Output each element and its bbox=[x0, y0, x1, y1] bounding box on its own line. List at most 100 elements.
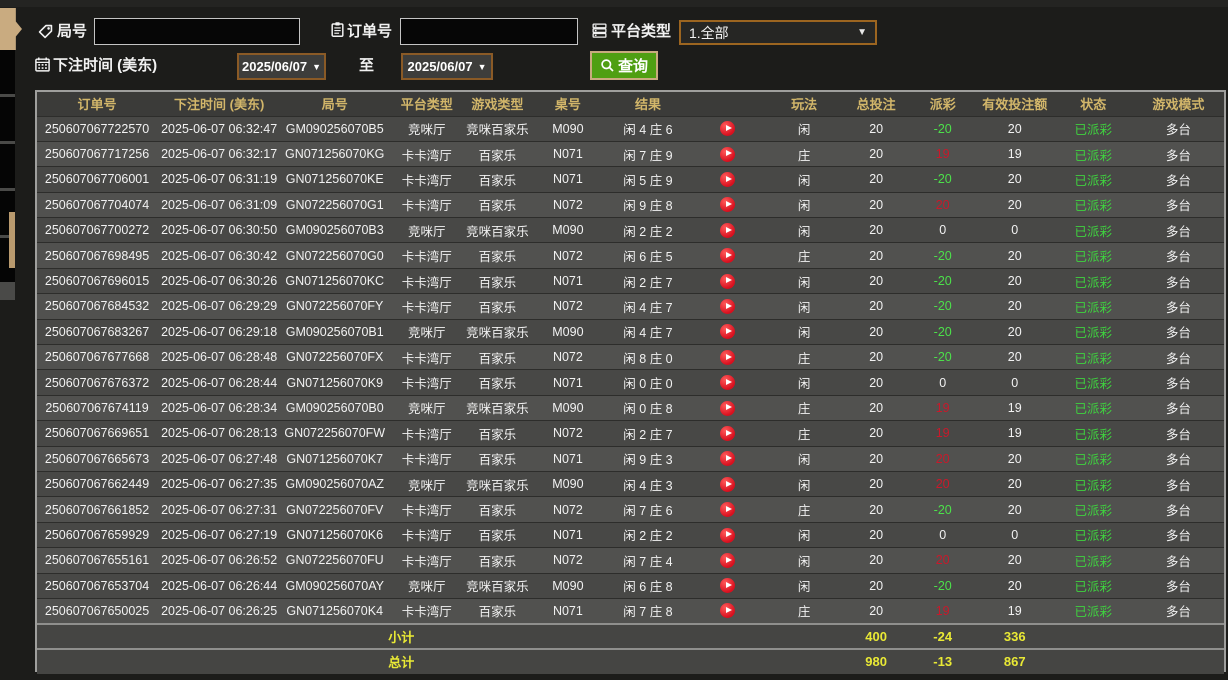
cell-game-no: GN072256070FV bbox=[281, 496, 389, 523]
cell-play: 闲 bbox=[765, 293, 843, 320]
play-icon[interactable] bbox=[720, 324, 736, 340]
cell-total-bet: 20 bbox=[842, 470, 910, 497]
platform-type-select[interactable]: 1.全部 ▼ bbox=[679, 20, 877, 45]
cell-order-no: 250607067696015 bbox=[37, 267, 158, 294]
cell-game-type: 百家乐 bbox=[465, 140, 530, 167]
date-to-picker[interactable]: 2025/06/07 ▼ bbox=[401, 53, 493, 80]
play-icon[interactable] bbox=[720, 527, 736, 543]
replay-cell[interactable] bbox=[689, 191, 766, 218]
cell-order-no: 250607067655161 bbox=[37, 547, 158, 574]
replay-cell[interactable] bbox=[689, 242, 766, 269]
cell-valid-bet: 20 bbox=[975, 445, 1054, 472]
replay-cell[interactable] bbox=[689, 318, 766, 345]
cell-order-no: 250607067650025 bbox=[37, 597, 158, 624]
cell-platform: 卡卡湾厅 bbox=[388, 293, 466, 320]
play-icon[interactable] bbox=[720, 603, 736, 619]
cell-result: 闲 4 庄 7 bbox=[606, 293, 690, 320]
replay-cell[interactable] bbox=[689, 293, 766, 320]
replay-cell[interactable] bbox=[689, 445, 766, 472]
play-icon[interactable] bbox=[720, 248, 736, 264]
cell-status: 已派彩 bbox=[1053, 470, 1133, 497]
order-no-input[interactable] bbox=[400, 18, 578, 45]
cell-payout: 20 bbox=[909, 445, 976, 472]
play-icon[interactable] bbox=[720, 476, 736, 492]
play-icon[interactable] bbox=[720, 146, 736, 162]
subtotal-label: 小计 bbox=[37, 622, 766, 649]
cell-table-no: N071 bbox=[529, 521, 607, 548]
replay-cell[interactable] bbox=[689, 166, 766, 193]
cell-result: 闲 7 庄 9 bbox=[606, 140, 690, 167]
play-icon[interactable] bbox=[720, 425, 736, 441]
play-icon[interactable] bbox=[720, 552, 736, 568]
cell-payout: -20 bbox=[909, 293, 976, 320]
cell-table-no: M090 bbox=[529, 470, 607, 497]
replay-cell[interactable] bbox=[689, 496, 766, 523]
replay-cell[interactable] bbox=[689, 597, 766, 624]
play-icon[interactable] bbox=[720, 400, 736, 416]
column-header-4: 游戏类型 bbox=[465, 92, 530, 116]
play-icon[interactable] bbox=[720, 299, 736, 315]
cell-game-type: 百家乐 bbox=[465, 344, 530, 370]
replay-cell[interactable] bbox=[689, 369, 766, 396]
replay-cell[interactable] bbox=[689, 470, 766, 497]
game-no-input[interactable] bbox=[94, 18, 300, 45]
play-icon[interactable] bbox=[720, 502, 736, 518]
replay-cell[interactable] bbox=[689, 267, 766, 294]
play-icon[interactable] bbox=[720, 222, 736, 238]
cell-order-no: 250607067698495 bbox=[37, 242, 158, 269]
cell-mode: 多台 bbox=[1132, 521, 1224, 548]
cell-mode: 多台 bbox=[1132, 394, 1224, 421]
grand-total-total-bet: 980 bbox=[842, 647, 910, 674]
play-icon[interactable] bbox=[720, 172, 736, 188]
play-icon[interactable] bbox=[720, 197, 736, 213]
cell-game-type: 竞咪百家乐 bbox=[465, 115, 530, 142]
search-button[interactable]: 查询 bbox=[590, 51, 659, 80]
replay-cell[interactable] bbox=[689, 547, 766, 574]
replay-cell[interactable] bbox=[689, 217, 766, 243]
grand-total-label: 总计 bbox=[37, 647, 766, 674]
subtotal-spacer bbox=[765, 622, 843, 649]
cell-platform: 竞咪厅 bbox=[388, 115, 466, 142]
cell-bet-time: 2025-06-07 06:28:13 bbox=[157, 420, 282, 447]
play-icon[interactable] bbox=[720, 121, 736, 137]
cell-order-no: 250607067717256 bbox=[37, 140, 158, 167]
cell-order-no: 250607067704074 bbox=[37, 191, 158, 218]
play-icon[interactable] bbox=[720, 349, 736, 365]
cell-play: 庄 bbox=[765, 394, 843, 421]
column-header-6: 结果 bbox=[606, 92, 690, 116]
replay-cell[interactable] bbox=[689, 572, 766, 599]
replay-cell[interactable] bbox=[689, 344, 766, 370]
column-header-8: 玩法 bbox=[765, 92, 843, 116]
column-header-11: 有效投注额 bbox=[975, 92, 1054, 116]
play-icon[interactable] bbox=[720, 273, 736, 289]
column-header-9: 总投注 bbox=[842, 92, 910, 116]
replay-cell[interactable] bbox=[689, 420, 766, 447]
play-icon[interactable] bbox=[720, 578, 736, 594]
replay-cell[interactable] bbox=[689, 394, 766, 421]
replay-cell[interactable] bbox=[689, 140, 766, 167]
play-icon[interactable] bbox=[720, 375, 736, 391]
cell-total-bet: 20 bbox=[842, 394, 910, 421]
replay-cell[interactable] bbox=[689, 521, 766, 548]
cell-bet-time: 2025-06-07 06:28:34 bbox=[157, 394, 282, 421]
cell-game-type: 百家乐 bbox=[465, 547, 530, 574]
cell-payout: 0 bbox=[909, 521, 976, 548]
cell-result: 闲 9 庄 8 bbox=[606, 191, 690, 218]
cell-status: 已派彩 bbox=[1053, 318, 1133, 345]
cell-valid-bet: 19 bbox=[975, 394, 1054, 421]
subtotal-spacer bbox=[1132, 622, 1224, 649]
cell-play: 闲 bbox=[765, 267, 843, 294]
cell-mode: 多台 bbox=[1132, 217, 1224, 243]
grand-total-row: 总计 980 -13 867 bbox=[37, 647, 1224, 674]
table-row: 250607067674119 2025-06-07 06:28:34 GM0902… bbox=[37, 394, 1224, 421]
cell-table-no: N072 bbox=[529, 293, 607, 320]
replay-cell[interactable] bbox=[689, 115, 766, 142]
cell-payout: 0 bbox=[909, 369, 976, 396]
cell-bet-time: 2025-06-07 06:26:44 bbox=[157, 572, 282, 599]
cell-order-no: 250607067661852 bbox=[37, 496, 158, 523]
play-icon[interactable] bbox=[720, 451, 736, 467]
cell-bet-time: 2025-06-07 06:31:09 bbox=[157, 191, 282, 218]
date-from-picker[interactable]: 2025/06/07 ▼ bbox=[237, 53, 326, 80]
cell-bet-time: 2025-06-07 06:31:19 bbox=[157, 166, 282, 193]
cell-game-type: 竞咪百家乐 bbox=[465, 470, 530, 497]
